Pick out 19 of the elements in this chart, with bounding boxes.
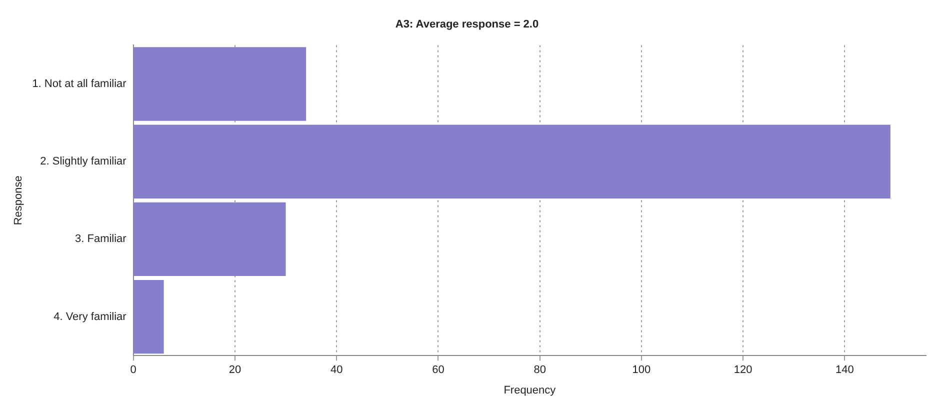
x-axis-title: Frequency [504,384,556,396]
bar [134,124,890,198]
x-tick-label: 80 [534,364,546,376]
x-tick-label: 120 [734,364,752,376]
y-axis-title: Response [12,176,25,226]
y-tick-label: 1. Not at all familiar [32,78,127,90]
bar [134,47,306,121]
x-tick-label: 100 [632,364,651,376]
x-tick-label: 0 [130,364,136,376]
bar [134,280,164,354]
y-tick-label: 2. Slightly familiar [40,156,127,168]
x-tick-label: 140 [836,364,854,376]
x-tick-label: 20 [228,364,242,376]
y-tick-label: 3. Familiar [75,233,127,246]
chart-title: A3: Average response = 2.0 [395,18,539,31]
x-tick-label: 40 [330,364,343,376]
x-tick-label: 60 [432,364,444,376]
bar [134,202,286,276]
y-tick-label: 4. Very familiar [54,310,127,323]
